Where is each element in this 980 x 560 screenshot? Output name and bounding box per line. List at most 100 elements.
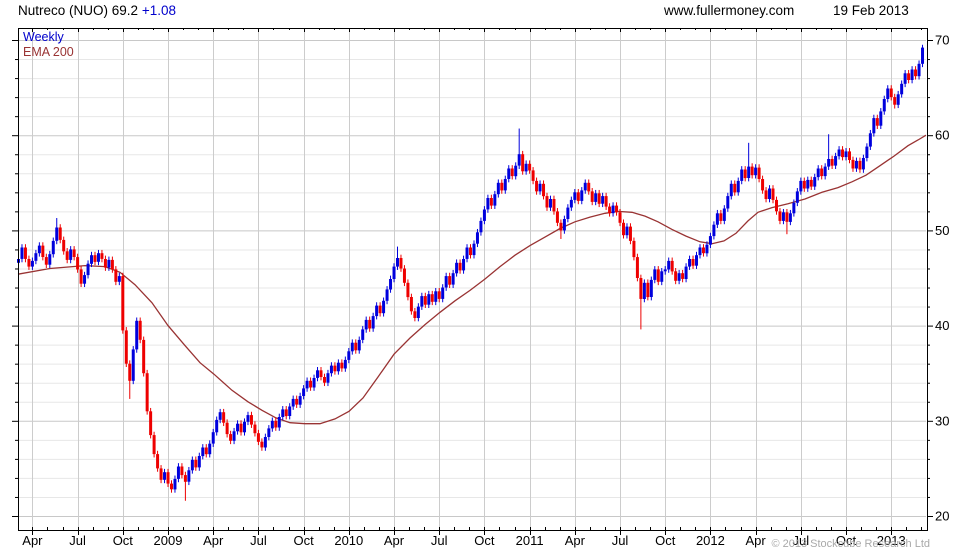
x-axis-label: 2010: [334, 533, 363, 548]
candle-body: [204, 447, 208, 455]
candle-body: [357, 339, 361, 351]
candle-body: [138, 320, 142, 340]
candle-body: [309, 380, 313, 388]
candle-body: [500, 182, 504, 191]
candle-body: [528, 163, 532, 171]
candle-body: [510, 168, 514, 177]
candle-body: [295, 398, 299, 405]
candle-body: [462, 259, 466, 271]
candle-body: [517, 154, 521, 166]
candle-body: [684, 266, 688, 279]
candle-body: [180, 466, 184, 476]
candle-body: [879, 111, 883, 126]
candle-body: [921, 47, 925, 64]
candle-body: [681, 273, 685, 279]
price-change: +1.08: [141, 3, 176, 18]
candle-body: [41, 245, 45, 257]
candle-body: [799, 180, 803, 192]
x-axis-label: Jul: [612, 533, 629, 548]
candle-body: [795, 191, 799, 203]
candle-body: [364, 319, 368, 330]
candle-body: [190, 459, 194, 471]
y-axis-label: 30: [935, 413, 949, 428]
candle-body: [848, 151, 851, 160]
candle-body: [48, 254, 52, 265]
candle-body: [208, 443, 212, 455]
candle-body: [875, 118, 879, 126]
chart-title: Nutreco (NUO) 69.2 +1.08: [18, 3, 176, 18]
candle-body: [34, 253, 38, 261]
instrument-name: Nutreco (NUO) 69.2: [18, 3, 139, 18]
candle-body: [583, 182, 587, 191]
candle-body: [622, 222, 625, 236]
candle-body: [451, 273, 455, 285]
candle-body: [215, 419, 219, 433]
candle-body: [336, 362, 340, 372]
candle-body: [145, 373, 149, 412]
candle-body: [392, 266, 396, 279]
candle-body: [503, 179, 507, 191]
candle-body: [413, 311, 417, 318]
candle-body: [107, 259, 111, 268]
legend-weekly: Weekly: [23, 30, 64, 44]
x-axis-label: 2012: [696, 533, 725, 548]
candle-body: [187, 470, 191, 482]
candle-body: [100, 253, 104, 259]
candle-body: [910, 69, 914, 80]
candle-body: [197, 456, 201, 468]
candle-body: [851, 159, 855, 169]
candle-body: [361, 329, 365, 340]
candle-body: [632, 240, 636, 258]
x-axis-label: Apr: [203, 533, 224, 548]
x-axis-label: 2011: [516, 533, 544, 548]
candle-body: [340, 362, 344, 369]
candle-body: [378, 305, 382, 314]
x-axis-label: Apr: [22, 533, 43, 548]
x-axis-label: Jul: [69, 533, 86, 548]
candle-body: [865, 146, 869, 158]
candle-body: [691, 259, 695, 266]
candle-body: [646, 282, 650, 298]
candle-body: [69, 249, 73, 260]
candle-body: [423, 296, 427, 305]
candle-body: [114, 269, 118, 282]
candle-body: [173, 478, 177, 490]
candle-body: [427, 294, 431, 305]
candle-body: [316, 370, 320, 378]
ema-line-layer: [17, 134, 927, 425]
candle-body: [253, 424, 257, 434]
candle-body: [382, 300, 386, 314]
candle-body: [841, 149, 845, 158]
candle-body: [521, 154, 525, 172]
candle-body: [93, 255, 97, 262]
candle-body: [121, 276, 125, 331]
candle-body: [37, 245, 41, 254]
candle-body: [535, 180, 539, 192]
x-axis-label: Jul: [431, 533, 448, 548]
candle-body: [96, 253, 100, 262]
candle-body: [284, 409, 288, 417]
candle-body: [639, 278, 643, 299]
candle-body: [23, 247, 27, 259]
x-axis-label: Oct: [655, 533, 676, 548]
candle-body: [834, 156, 838, 166]
x-axis-label: Oct: [113, 533, 134, 548]
candle-body: [343, 359, 347, 369]
candle-body: [552, 199, 556, 212]
candle-body: [312, 378, 316, 388]
candle-body: [893, 97, 897, 105]
y-axis-label: 60: [935, 128, 949, 143]
candle-body: [900, 83, 904, 95]
candle-body: [263, 437, 267, 448]
candle-body: [389, 279, 393, 290]
candle-body: [260, 441, 264, 448]
candle-body: [566, 207, 570, 219]
candle-body: [670, 260, 674, 272]
candle-body: [444, 276, 448, 288]
candle-body: [816, 168, 820, 178]
candle-body: [587, 182, 591, 192]
candle-body: [788, 213, 792, 222]
candle-body: [562, 219, 566, 231]
candle-body: [761, 179, 765, 191]
candle-body: [58, 227, 62, 240]
